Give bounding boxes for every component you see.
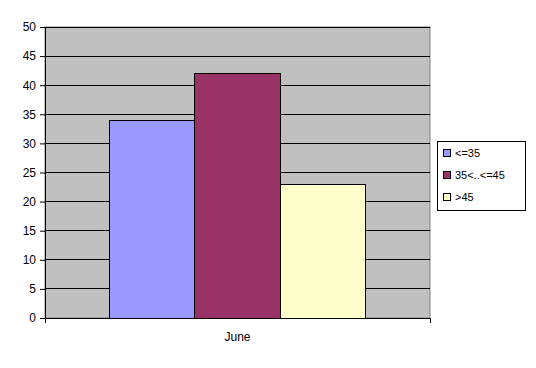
y-tick: 50 (23, 20, 45, 34)
bar (280, 184, 365, 318)
legend-label: 35<..<=45 (455, 169, 505, 181)
y-axis-line (45, 28, 46, 319)
y-tick-label: 40 (23, 79, 37, 93)
legend-box (438, 142, 526, 211)
y-axis: 0 5 10 15 20 25 30 35 40 45 50 (23, 20, 46, 325)
y-tick-label: 25 (23, 166, 37, 180)
legend-label: <=35 (455, 147, 480, 159)
y-tick: 15 (23, 224, 45, 238)
y-tick: 5 (29, 282, 45, 296)
grid (45, 27, 430, 318)
grid-line (45, 56, 430, 57)
y-tick: 0 (29, 311, 45, 325)
y-tick-mark (40, 202, 45, 203)
y-tick: 45 (23, 49, 45, 63)
y-tick-mark (40, 289, 45, 290)
y-tick-label: 5 (29, 282, 36, 296)
bars (110, 74, 365, 318)
y-tick-label: 45 (23, 49, 37, 63)
y-tick-mark (40, 173, 45, 174)
y-tick-mark (40, 85, 45, 86)
y-tick-mark (40, 56, 45, 57)
legend-swatch (444, 194, 451, 201)
y-tick: 40 (23, 79, 45, 93)
y-tick-label: 20 (23, 195, 37, 209)
y-tick-mark (40, 318, 45, 319)
y-tick: 30 (23, 137, 45, 151)
x-axis: June (46, 318, 431, 344)
bar (110, 120, 195, 318)
plot: 0 5 10 15 20 25 30 35 40 45 50 June (23, 20, 431, 343)
x-axis-line (46, 319, 431, 324)
legend-label: >45 (455, 191, 474, 203)
y-tick-label: 50 (23, 20, 37, 34)
plot-background (45, 27, 430, 318)
y-tick-mark (40, 27, 45, 28)
x-tick-label: June (224, 330, 250, 344)
y-tick: 35 (23, 108, 45, 122)
grid-line (45, 27, 430, 28)
legend-swatch (444, 150, 451, 157)
y-tick-mark (40, 260, 45, 261)
legend-swatch (444, 172, 451, 179)
y-tick: 20 (23, 195, 45, 209)
y-tick-label: 10 (23, 253, 37, 267)
y-tick-mark (40, 114, 45, 115)
legend: <=35 35<..<=45 >45 (438, 142, 526, 211)
y-tick-mark (40, 143, 45, 144)
y-tick-label: 0 (29, 311, 36, 325)
y-tick: 10 (23, 253, 45, 267)
y-tick-label: 30 (23, 137, 37, 151)
y-tick-mark (40, 231, 45, 232)
y-tick-label: 15 (23, 224, 37, 238)
bar (195, 74, 280, 318)
y-tick: 25 (23, 166, 45, 180)
y-tick-label: 35 (23, 108, 37, 122)
chart: 0 5 10 15 20 25 30 35 40 45 50 June <=35 35<..<=45 >45 (0, 0, 536, 368)
x-tick: June (224, 318, 250, 344)
